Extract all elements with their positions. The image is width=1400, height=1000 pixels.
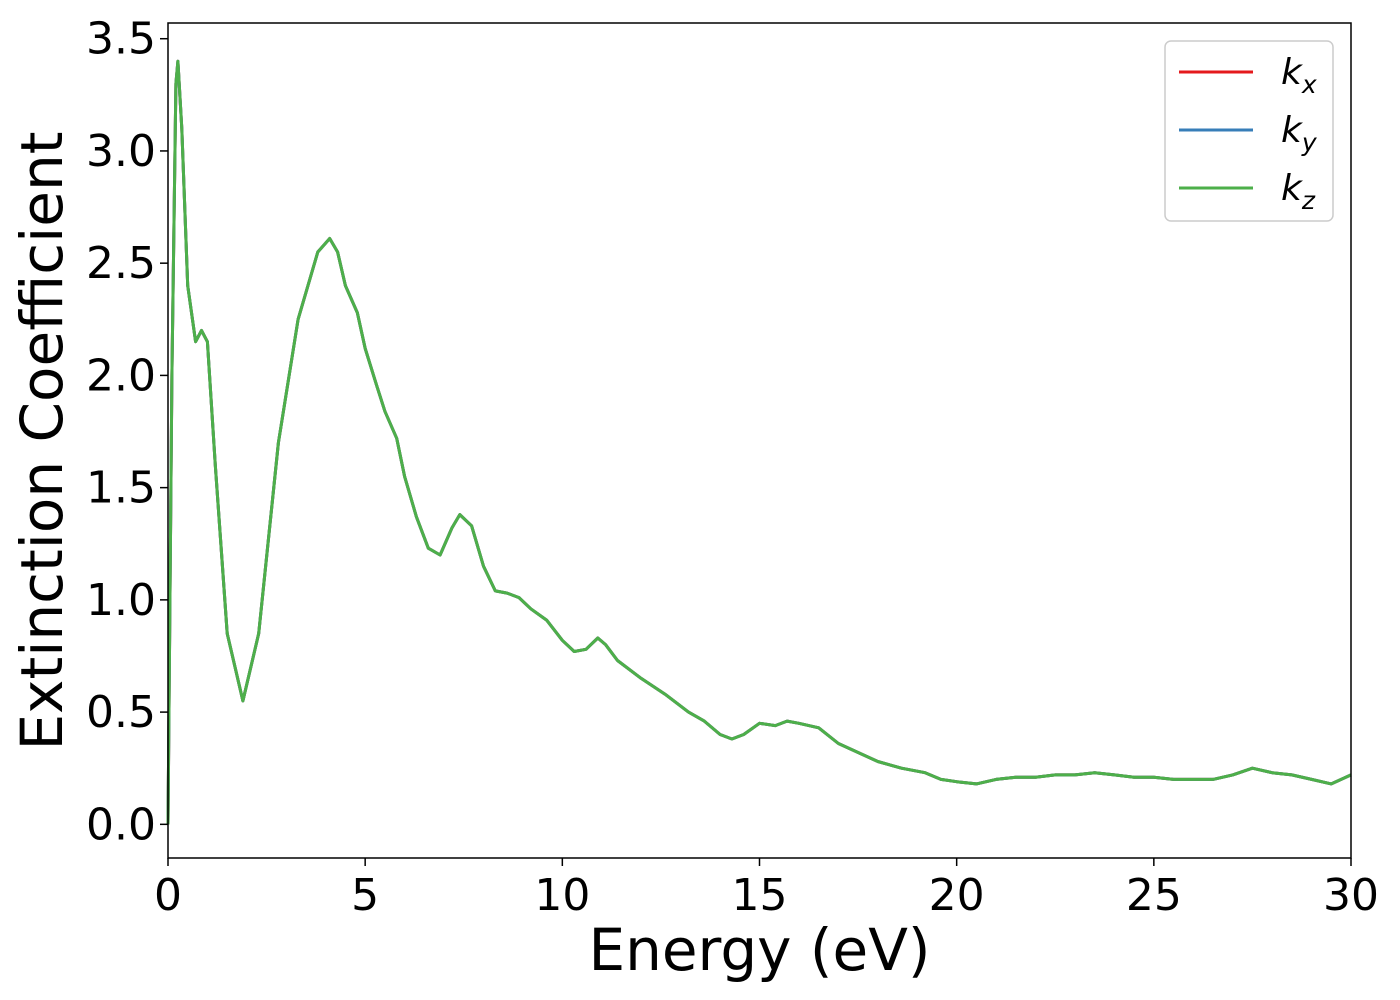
series-layer (166, 59, 1352, 825)
y-tick-label: 1.0 (86, 575, 156, 626)
legend-label-kz: kz (1281, 168, 1316, 215)
legend-items: kx ky kz (1179, 52, 1318, 215)
y-axis-ticks: 0.0 0.5 1.0 1.5 2.0 2.5 3.0 3.5 (86, 14, 168, 850)
x-axis-label: Energy (eV) (588, 916, 930, 984)
series-line-kz (166, 59, 1352, 825)
legend-label-ky: ky (1281, 110, 1318, 157)
y-tick-label: 1.5 (86, 463, 156, 514)
x-tick-label: 30 (1323, 870, 1379, 921)
y-tick-label: 0.5 (86, 687, 156, 738)
y-tick-label: 0.0 (86, 799, 156, 850)
y-tick-label: 2.5 (86, 238, 156, 289)
y-axis-label: Extinction Coefficient (8, 132, 76, 751)
x-tick-label: 15 (732, 870, 788, 921)
y-tick-label: 2.0 (86, 350, 156, 401)
y-tick-label: 3.5 (86, 14, 156, 65)
x-tick-label: 10 (534, 870, 590, 921)
y-tick-label: 3.0 (86, 126, 156, 177)
x-axis-ticks: 0 5 10 15 20 25 30 (154, 858, 1379, 921)
legend-label-kx: kx (1281, 52, 1317, 99)
x-tick-label: 25 (1126, 870, 1182, 921)
x-tick-label: 20 (929, 870, 985, 921)
x-tick-label: 5 (351, 870, 379, 921)
x-tick-label: 0 (154, 870, 182, 921)
legend: kx ky kz (1164, 40, 1334, 222)
